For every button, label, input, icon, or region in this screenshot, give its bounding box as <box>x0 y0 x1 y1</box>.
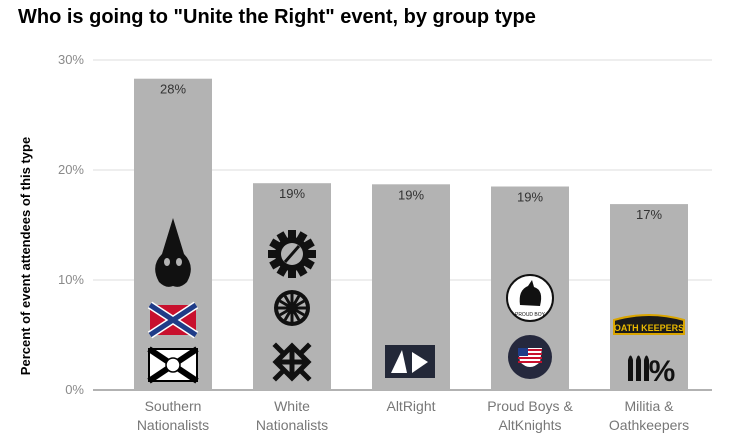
bar <box>610 204 688 390</box>
category-labels: Southern Nationalists White Nationalists Alt… <box>137 398 689 433</box>
bar-value-label: 28% <box>160 82 186 97</box>
category-label: Southern <box>145 398 202 414</box>
badge-text: PROUD BOY <box>515 312 546 318</box>
category-label: Proud Boys & <box>487 398 573 414</box>
group-icons: PROUD BOY OATH KEEPERS% <box>147 218 685 388</box>
oath-keepers-patch-icon: OATH KEEPERS <box>613 314 685 335</box>
category-label: AltKnights <box>498 417 561 433</box>
us-flag-shield-icon <box>508 335 552 379</box>
altright-logo-icon <box>385 345 435 378</box>
y-tick-label: 20% <box>58 162 84 177</box>
black-sun-icon <box>274 290 310 326</box>
y-tick-label: 10% <box>58 272 84 287</box>
category-label: White <box>274 398 310 414</box>
category-label: Nationalists <box>256 417 328 433</box>
bar-value-label: 17% <box>636 207 662 222</box>
kkk-hood-icon <box>155 218 191 287</box>
bar-value-label: 19% <box>398 187 424 202</box>
percent-glyph: % <box>649 355 676 388</box>
category-label: Nationalists <box>137 417 209 433</box>
bar-value-label: 19% <box>279 186 305 201</box>
gear-icon <box>268 230 316 278</box>
y-axis-label: Percent of event attendees of this type <box>18 137 33 375</box>
confederate-flag-icon <box>147 301 199 339</box>
category-label: Oathkeepers <box>609 417 689 433</box>
chart-title: Who is going to "Unite the Right" event,… <box>18 6 536 28</box>
bar-value-labels: 28% 19% 19% 19% 17% <box>160 82 662 222</box>
bars <box>134 78 688 390</box>
rooster-emblem-icon: PROUD BOY <box>506 274 554 322</box>
bar-value-label: 19% <box>517 190 543 205</box>
category-label: Militia & <box>624 398 674 414</box>
y-tick-label: 0% <box>65 382 84 397</box>
category-label: AltRight <box>386 398 435 414</box>
swastika-icon <box>272 342 312 382</box>
florida-flag-icon <box>147 346 199 384</box>
three-percenters-icon: % <box>628 355 675 388</box>
y-tick-label: 30% <box>58 52 84 67</box>
y-axis-ticks: 0% 10% 20% 30% <box>58 52 84 397</box>
patch-text: OATH KEEPERS <box>614 323 684 333</box>
